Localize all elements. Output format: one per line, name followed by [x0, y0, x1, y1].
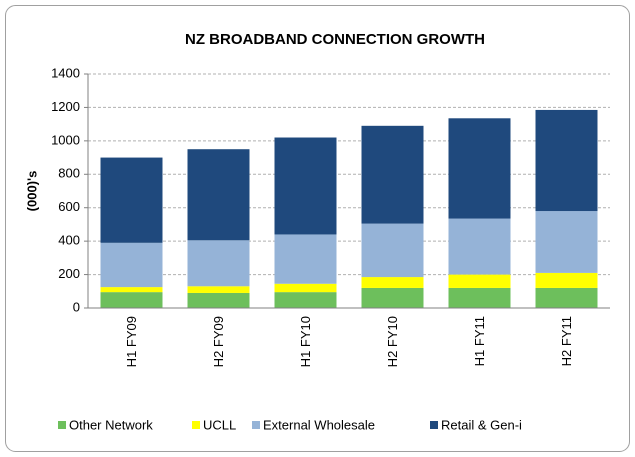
legend-swatch — [252, 421, 260, 429]
bar-segment — [100, 292, 163, 308]
y-tick-label: 1000 — [51, 132, 80, 147]
y-axis-label: (000)'s — [24, 171, 39, 212]
x-tick-label: H2 FY10 — [385, 316, 400, 367]
bar-segment — [361, 125, 424, 224]
legend-swatch — [430, 421, 438, 429]
y-tick-label: 1200 — [51, 99, 80, 114]
bar-segment — [448, 118, 511, 219]
legend-swatch — [58, 421, 66, 429]
bar-segment — [274, 234, 337, 284]
bar-segment — [448, 274, 511, 288]
bar-segment — [361, 223, 424, 278]
chart-title: NZ BROADBAND CONNECTION GROWTH — [185, 31, 485, 48]
bar-segment — [535, 272, 598, 288]
bar-segment — [187, 292, 250, 308]
bar-segment — [187, 286, 250, 293]
bar-segment — [187, 240, 250, 287]
bar-segment — [274, 137, 337, 235]
x-tick-label: H1 FY11 — [472, 316, 487, 366]
y-tick-label: 400 — [58, 233, 80, 248]
y-tick-label: 200 — [58, 266, 80, 281]
x-tick-label: H1 FY09 — [124, 316, 139, 367]
x-tick-label: H1 FY10 — [298, 316, 313, 367]
legend-label: UCLL — [203, 417, 236, 432]
legend-swatch — [192, 421, 200, 429]
bar-segment — [448, 218, 511, 275]
bar-segment — [535, 211, 598, 273]
bar-segment — [274, 292, 337, 308]
y-tick-label: 600 — [58, 199, 80, 214]
bar-segment — [535, 287, 598, 308]
y-tick-label: 0 — [73, 299, 80, 314]
x-tick-label: H2 FY09 — [211, 316, 226, 367]
bar-segment — [361, 277, 424, 288]
legend-label: External Wholesale — [263, 417, 375, 432]
bar-segment — [448, 287, 511, 308]
x-tick-label: H2 FY11 — [559, 316, 574, 366]
y-tick-label: 1400 — [51, 65, 80, 80]
bar-segment — [274, 283, 337, 293]
legend-label: Retail & Gen-i — [441, 417, 522, 432]
bar-segment — [100, 287, 163, 293]
bar-segment — [535, 109, 598, 212]
y-tick-label: 800 — [58, 166, 80, 181]
legend-label: Other Network — [69, 417, 153, 432]
bar-segment — [100, 242, 163, 288]
bar-segment — [187, 149, 250, 241]
bar-segment — [100, 157, 163, 243]
bar-segment — [361, 287, 424, 308]
